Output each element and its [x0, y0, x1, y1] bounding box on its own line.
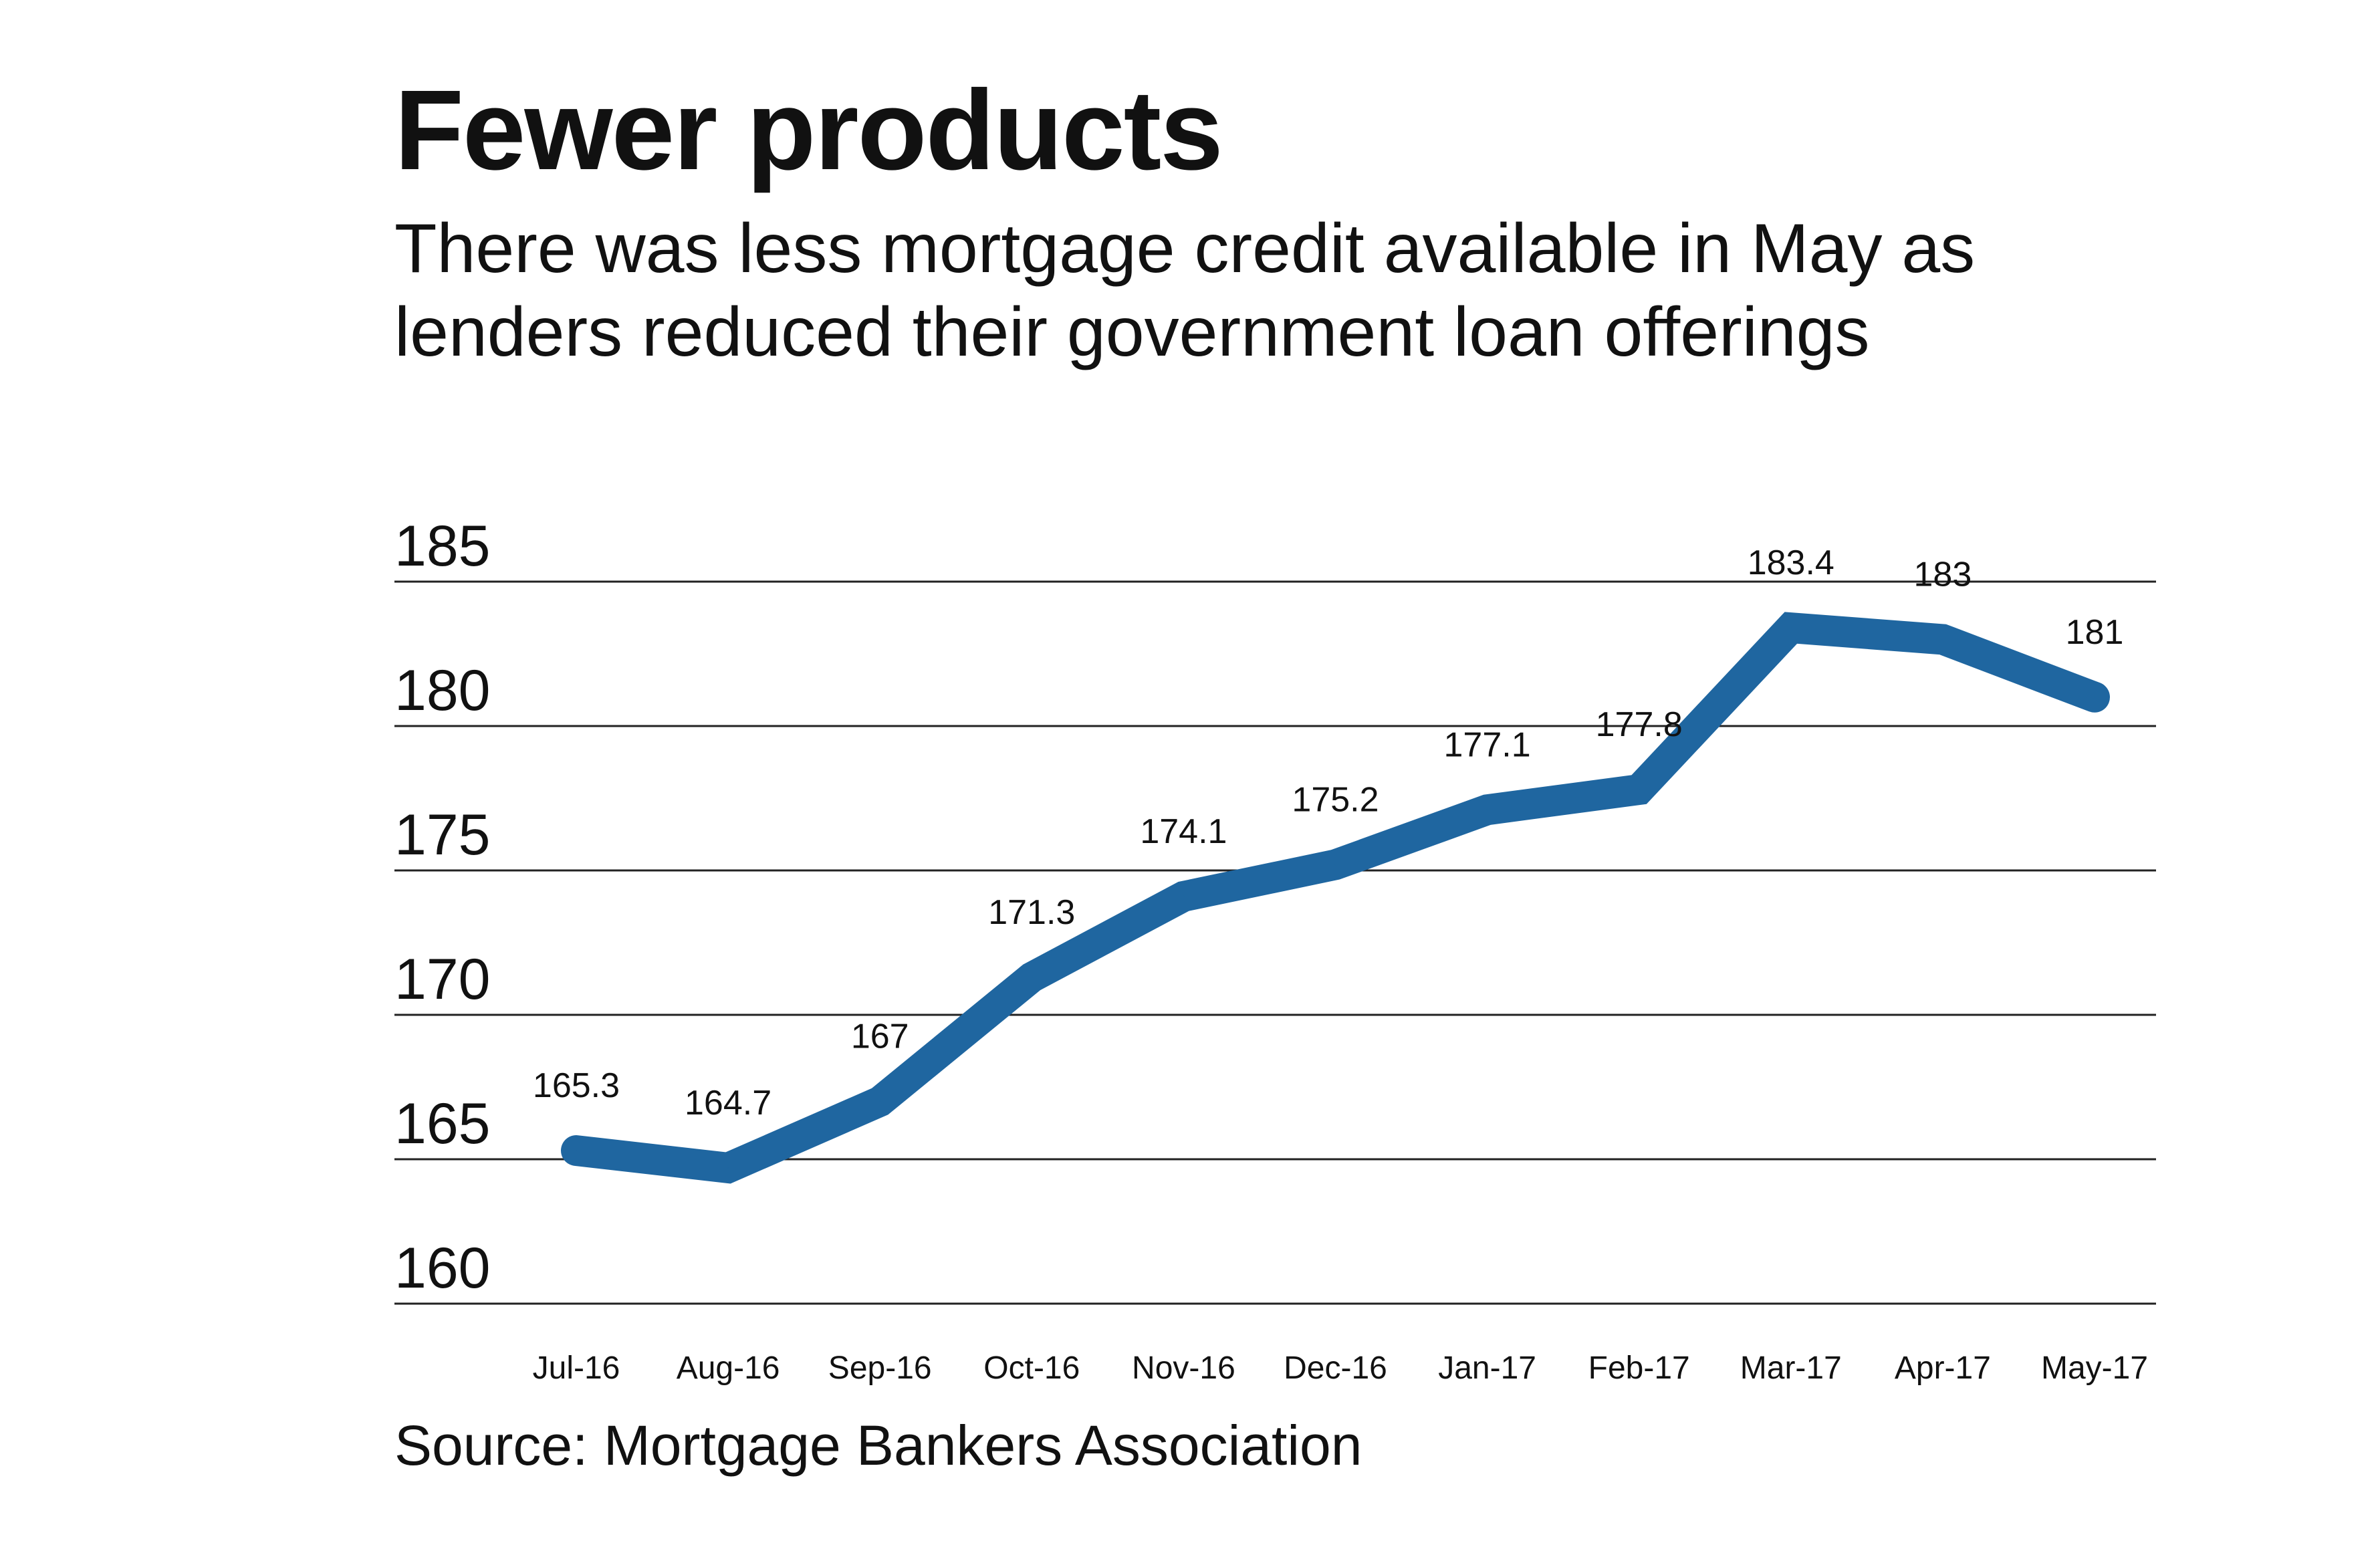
x-tick-label: Nov-16 [1132, 1350, 1235, 1386]
x-axis-ticks: Jul-16 Aug-16 Sep-16 Oct-16 Nov-16 Dec-16 Jan-… [533, 1350, 2148, 1386]
x-tick-label: May-17 [2041, 1350, 2148, 1386]
x-tick-label: Mar-17 [1740, 1350, 1842, 1386]
data-point [1638, 789, 1640, 791]
chart-subtitle: There was less mortgage credit available… [394, 207, 2266, 374]
data-label: 167 [851, 1018, 909, 1056]
x-tick-label: Oct-16 [983, 1350, 1080, 1386]
chart-subtitle-line-2: lenders reduced their government loan of… [394, 293, 1870, 371]
series-line [561, 612, 2110, 1184]
x-tick-label: Aug-16 [677, 1350, 780, 1386]
y-tick-label: 160 [394, 1236, 491, 1300]
data-label: 183.4 [1748, 544, 1834, 582]
x-tick-label: Apr-17 [1895, 1350, 1991, 1386]
data-point [1790, 627, 1792, 629]
chart-source: Source: Mortgage Bankers Association [394, 1414, 1362, 1477]
data-point [1486, 809, 1488, 811]
x-tick-label: Jul-16 [533, 1350, 620, 1386]
gridlines [394, 580, 2156, 1305]
data-label: 174.1 [1140, 812, 1227, 851]
x-tick-label: Dec-16 [1284, 1350, 1387, 1386]
data-point [576, 1150, 577, 1152]
data-labels: 165.3 164.7 167 171.3 174.1 175.2 177.1 177.8 18… [533, 544, 2123, 1122]
data-label: 175.2 [1292, 780, 1379, 819]
data-point [1031, 976, 1033, 978]
y-tick-label: 170 [394, 947, 491, 1011]
data-label: 171.3 [988, 893, 1075, 932]
data-label: 165.3 [533, 1066, 620, 1105]
data-point [879, 1100, 881, 1102]
y-axis-ticks: 160 165 170 175 180 185 [394, 514, 491, 1300]
chart-subtitle-line-1: There was less mortgage credit available… [394, 210, 1976, 287]
data-point [1941, 638, 1943, 640]
data-point [2094, 696, 2095, 698]
x-tick-label: Sep-16 [828, 1350, 932, 1386]
series-line-0 [561, 612, 2110, 1184]
data-point [727, 1167, 729, 1169]
y-tick-label: 180 [394, 659, 491, 723]
y-tick-label: 175 [394, 803, 491, 867]
data-label: 164.7 [685, 1084, 771, 1122]
data-point [1334, 864, 1336, 866]
data-label: 177.8 [1596, 705, 1683, 744]
x-tick-label: Feb-17 [1588, 1350, 1690, 1386]
data-label: 177.1 [1444, 725, 1531, 764]
data-label: 181 [2066, 613, 2124, 652]
data-point [1183, 895, 1185, 897]
chart-title: Fewer products [394, 67, 1223, 194]
x-tick-label: Jan-17 [1438, 1350, 1536, 1386]
y-tick-label: 165 [394, 1092, 491, 1156]
data-label: 183 [1914, 555, 1972, 594]
y-tick-label: 185 [394, 514, 491, 578]
